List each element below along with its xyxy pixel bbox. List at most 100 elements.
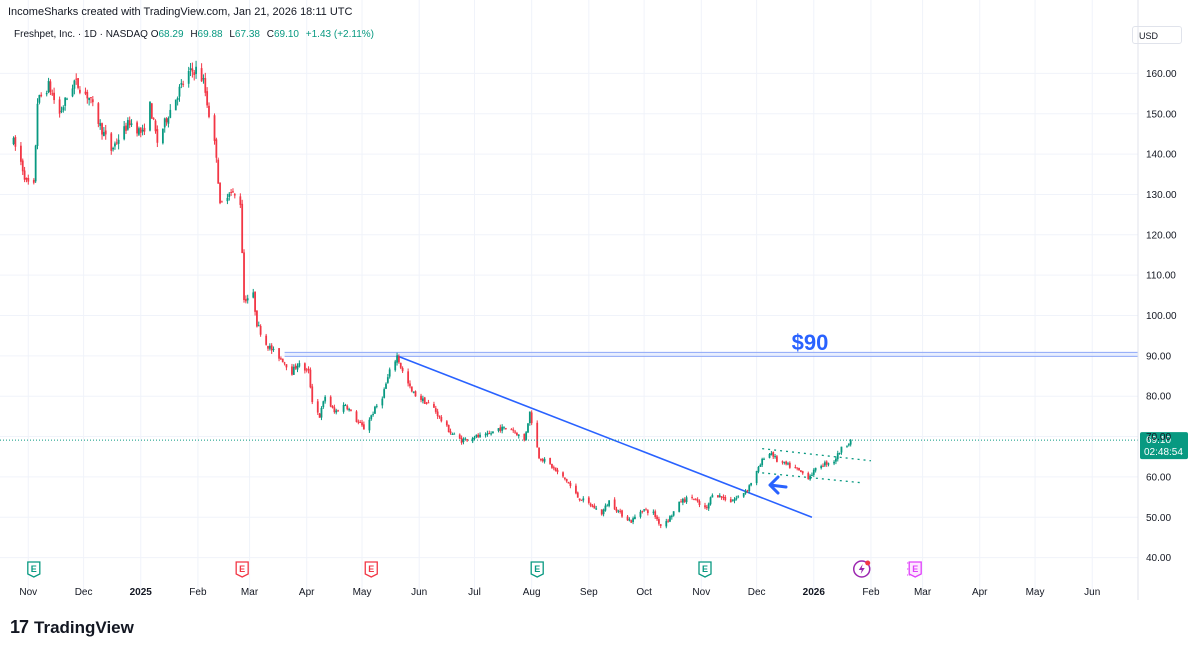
price-tick-label: 140.00 [1146, 150, 1177, 161]
candle-body [552, 467, 555, 469]
candle-body [750, 483, 752, 486]
lightning-event-icon[interactable] [852, 560, 871, 578]
candle-body [32, 180, 35, 183]
tradingview-logo[interactable]: 17 TradingView [10, 617, 134, 638]
earnings-letter: E [239, 564, 245, 574]
candle-body [578, 498, 581, 501]
earnings-icon[interactable]: E [364, 561, 378, 578]
currency-selector[interactable]: USD [1132, 26, 1182, 44]
candle-body [256, 310, 258, 327]
candle-body [445, 421, 448, 426]
candle-body [639, 511, 642, 517]
candle-body [27, 177, 30, 182]
candle-body [772, 452, 775, 457]
candle-body [423, 397, 426, 404]
candle-body [374, 406, 376, 414]
candle-body [370, 415, 373, 420]
candle-body [514, 431, 516, 433]
candle-body [362, 424, 365, 430]
candle-body [399, 362, 402, 368]
time-tick-label: Sep [580, 587, 598, 598]
candle-body [45, 92, 48, 95]
candle-body [344, 405, 347, 407]
candle-body [582, 498, 585, 501]
downtrend-line [396, 355, 813, 518]
candle-body [835, 458, 837, 462]
candle-body [846, 445, 848, 447]
price-tick-label: 120.00 [1146, 230, 1177, 241]
last-price-value: 69.10 [1146, 435, 1171, 446]
candle-body [504, 428, 507, 430]
candle-body [512, 429, 515, 431]
candle-body [213, 115, 216, 141]
candle-body [244, 299, 247, 302]
candle-body [88, 97, 91, 101]
candle-body [401, 368, 404, 372]
candle-body [309, 369, 312, 388]
candle-body [621, 510, 623, 517]
candle-body [283, 362, 286, 364]
candle-body [704, 505, 706, 508]
candle-body [49, 81, 52, 93]
candle-body [729, 499, 732, 503]
candle-body [99, 123, 102, 126]
candle-body [322, 401, 325, 408]
time-tick-label: Apr [299, 587, 315, 598]
candle-body [809, 475, 812, 480]
candle-body [683, 499, 686, 502]
candle-body [189, 68, 192, 70]
candle-body [252, 292, 255, 298]
earnings-icon[interactable]: E [235, 561, 249, 578]
candle-body [528, 411, 531, 424]
price-axis[interactable]: 40.00 50.00 60.00 70.00 80.00 90.00 100.00 110.… [1137, 0, 1177, 600]
candle-body [412, 391, 415, 393]
candle-body [84, 91, 87, 94]
price-tick-label: 160.00 [1146, 69, 1177, 80]
candle-body [176, 97, 179, 100]
drawing-layer: $90 [284, 330, 1139, 518]
time-tick-label: May [1026, 587, 1045, 598]
candle-body [278, 348, 280, 359]
candle-body [849, 440, 852, 445]
candle-body [167, 118, 170, 124]
time-axis[interactable]: Nov Dec 2025 Feb Mar Apr May Jun Jul Aug Sep Oct Nov… [19, 587, 1100, 598]
earnings-shield [27, 561, 41, 578]
candle-body [608, 500, 611, 506]
high-label: H [190, 29, 198, 40]
candle-body [458, 434, 461, 439]
earnings-icon[interactable]: E [27, 561, 41, 578]
time-tick-label: Mar [914, 587, 932, 598]
candle-body [291, 366, 293, 375]
candle-body [575, 485, 577, 494]
candle-body [541, 459, 544, 461]
candle-body [161, 128, 164, 144]
price-tick-label: 40.00 [1146, 553, 1171, 564]
candle-body [396, 355, 398, 363]
earnings-icon[interactable]: E [907, 561, 922, 578]
earnings-icon[interactable]: E [698, 561, 712, 578]
candle-body [434, 408, 437, 412]
candle-body [34, 145, 37, 182]
earnings-icon[interactable]: E [530, 561, 544, 578]
candle-body [517, 434, 520, 436]
symbol-name[interactable]: Freshpet, Inc. · 1D · NASDAQ [14, 29, 148, 40]
candle-body [681, 498, 684, 503]
candle-body [680, 501, 682, 503]
candle-body [219, 182, 221, 204]
candle-body [774, 456, 776, 458]
candle-body [822, 465, 824, 467]
candle-body [659, 524, 662, 526]
candle-body [562, 472, 564, 477]
price-tick-label: 110.00 [1146, 271, 1176, 282]
candle-body [827, 463, 830, 465]
candle-body [510, 429, 513, 431]
candle-body [180, 83, 183, 85]
candle-body [143, 127, 146, 132]
time-tick-label: Feb [862, 587, 880, 598]
candle-body [152, 118, 155, 120]
candle-body [357, 421, 360, 423]
time-tick-label: Jul [468, 587, 481, 598]
candle-body [530, 412, 533, 424]
